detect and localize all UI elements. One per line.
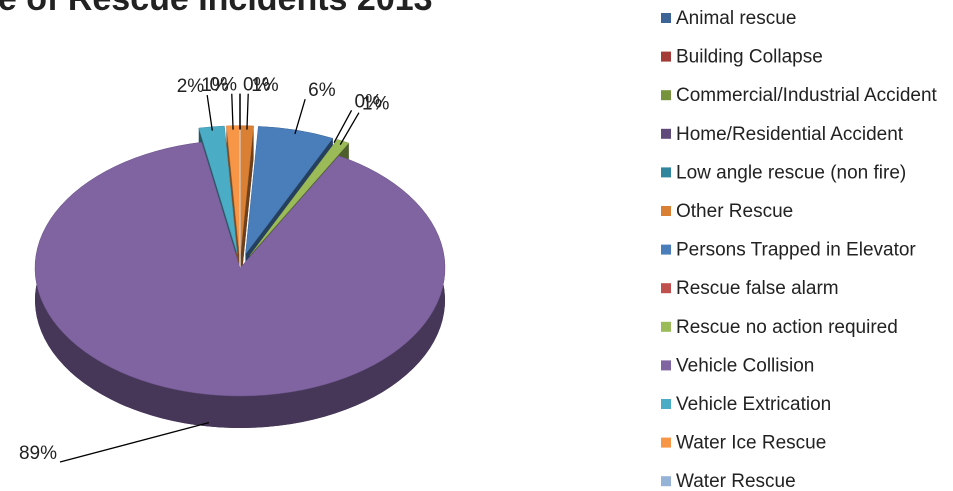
legend-label: Rescue false alarm [676, 278, 839, 299]
slice [34, 141, 446, 397]
legend-swatch [661, 321, 671, 332]
data-label: 89% [19, 443, 57, 464]
legend-swatch [661, 13, 671, 23]
legend-swatch [661, 476, 671, 487]
legend-label: Water Ice Rescue [676, 433, 826, 454]
legend-label: Rescue no action required [676, 317, 898, 338]
legend-label: Vehicle Collision [676, 355, 814, 376]
legend-label: Persons Trapped in Elevator [676, 240, 916, 261]
data-label: 1% [362, 94, 390, 115]
legend-label: Commercial/Industrial Accident [676, 85, 938, 106]
data-label: 1% [251, 75, 279, 96]
chart-title: Type of Rescue Incidents 2013 [0, 0, 433, 18]
leader-line [231, 93, 234, 130]
data-label: 0% [355, 91, 383, 112]
side-wall [240, 125, 254, 286]
leader-line [206, 94, 213, 131]
legend-label: Other Rescue [676, 201, 793, 222]
leader-line [294, 98, 306, 135]
legend-swatch [661, 244, 671, 255]
leader-line [339, 112, 360, 145]
legend-label: Low angle rescue (non fire) [676, 162, 906, 183]
data-label: 2% [177, 76, 205, 97]
data-label: 0% [210, 75, 238, 96]
legend-swatch [661, 51, 671, 62]
legend-swatch [661, 206, 671, 216]
legend-swatch [661, 90, 671, 101]
legend-label: Home/Residential Accident [676, 124, 904, 145]
legend-swatch [661, 437, 671, 448]
data-label: 1% [201, 75, 229, 96]
legend-label: Building Collapse [676, 47, 823, 68]
leader-line [59, 422, 210, 463]
legend-swatch [661, 167, 671, 178]
legend-label: Vehicle Extrication [676, 394, 831, 415]
data-label: 6% [308, 80, 336, 101]
legend-swatch [661, 283, 671, 294]
leader-line [246, 93, 249, 130]
data-label: 0% [243, 75, 271, 96]
leader-line [333, 109, 353, 144]
legend-swatch [661, 399, 671, 409]
legend-label: Water Rescue [676, 471, 796, 491]
legend-swatch [661, 360, 671, 371]
legend-swatch [661, 128, 671, 139]
slice [249, 139, 350, 256]
legend-label: Animal rescue [676, 8, 796, 29]
